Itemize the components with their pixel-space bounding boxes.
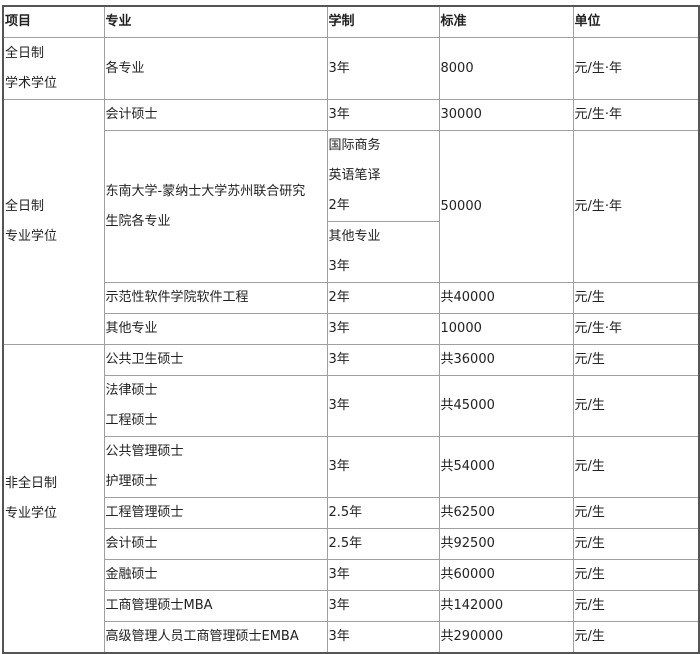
major-line: 东南大学-蒙纳士大学苏州联合研究 [105,183,306,199]
years-cell: 2.5年 [326,528,440,560]
unit-cell: 元/生 [572,559,700,591]
fee-cell: 10000 [438,313,574,345]
unit-cell: 元/生 [572,282,700,314]
table-row: 工商管理硕士MBA 3年 共142000 元/生 [3,590,700,622]
years-cell: 3年 [326,344,440,376]
fee-cell: 共54000 [438,436,574,498]
table-row: 公共管理硕士 护理硕士 3年 共54000 元/生 [3,436,700,498]
years-line: 其他专业 [328,229,381,244]
major-cell: 其他专业 [103,313,328,345]
table-row: 其他专业 3年 [3,221,699,283]
group-cell: 非全日制 专业学位 [2,344,105,654]
major-line: 公共管理硕士 [105,444,184,459]
years-line: 3年 [328,259,350,274]
header-category: 项目 [2,5,105,38]
header-major: 专业 [103,5,328,38]
table-row: 高级管理人员工商管理硕士EMBA 3年 共290000 元/生 [3,621,700,654]
years-cell: 国际商务英语笔译 2年 [326,130,440,222]
fee-cell: 共40000 [438,282,574,314]
table-row: 东南大学-蒙纳士大学苏州联合研究 生院各专业 国际商务英语笔译 2年 50000 元… [3,130,700,283]
major-cell: 金融硕士 [103,559,328,591]
years-cell: 3年 [326,621,440,654]
major-cell: 示范性软件学院软件工程 [103,282,328,314]
header-row: 项目 专业 学制 标准 单位 [2,5,700,38]
unit-cell: 元/生·年 [572,37,700,100]
major-line: 护理硕士 [105,474,158,489]
years-line: 国际商务 [328,138,381,153]
table-row: 会计硕士 2.5年 共92500 元/生 [3,528,700,560]
fee-cell: 共92500 [438,528,574,560]
group-line: 专业学位 [5,505,58,521]
fee-cell: 共60000 [438,559,574,591]
unit-cell: 元/生·年 [572,130,700,283]
table-row: 其他专业 3年 10000 元/生·年 [3,313,700,345]
years-cell: 3年 [326,436,440,498]
fee-cell: 共290000 [438,621,574,654]
unit-cell: 元/生 [572,436,700,498]
major-cell: 公共卫生硕士 [103,344,328,376]
major-cell: 会计硕士 [103,528,328,560]
major-cell: 公共管理硕士 护理硕士 [103,436,328,498]
unit-cell: 元/生 [572,497,700,529]
unit-cell: 元/生 [572,344,700,376]
table-row: 全日制学术学位 各专业 3年 8000 元/生·年 [2,37,700,100]
unit-cell: 元/生 [572,375,700,437]
fee-cell: 8000 [438,37,574,100]
table-row: 金融硕士 3年 共60000 元/生 [3,559,700,591]
fee-cell: 共45000 [438,375,574,437]
header-years: 学制 [326,5,440,38]
years-cell: 3年 [326,590,440,622]
years-line: 2年 [328,198,350,213]
years-cell: 3年 [326,99,440,131]
table-row: 法律硕士工程硕士 3年 共45000 元/生 [3,375,700,437]
header-unit: 单位 [572,5,700,38]
group-line: 学术学位 [5,75,58,91]
years-cell: 3年 [326,559,440,591]
major-line: 法律硕士 [105,383,158,398]
fee-cell: 共36000 [438,344,574,376]
major-cell: 高级管理人员工商管理硕士EMBA [103,621,328,654]
major-cell: 各专业 [103,37,328,100]
fee-cell: 30000 [438,99,574,131]
years-cell: 2年 [326,282,440,314]
group-line: 全日制 [5,45,45,61]
table-row: 工程管理硕士 2.5年 共62500 元/生 [3,497,700,529]
years-cell: 3年 [326,37,440,100]
fee-cell: 50000 [438,130,574,283]
major-line: 工程硕士 [105,413,158,428]
fee-cell: 共62500 [438,497,574,529]
unit-cell: 元/生·年 [572,313,700,345]
unit-cell: 元/生 [572,590,700,622]
years-line: 英语笔译 [328,168,381,183]
table-row: 全日制专业学位 会计硕士 3年 30000 元/生·年 [2,99,700,345]
years-cell: 2.5年 [326,497,440,529]
table-row: 示范性软件学院软件工程 2年 共40000 元/生 [3,282,700,314]
group-cell: 全日制 专业学位 [2,99,105,345]
tuition-table: 项目 专业 学制 标准 单位 全日制 学术学位 各专业 3年 8000 元/生·年… [2,5,700,654]
fee-cell: 共142000 [438,590,574,622]
header-fee: 标准 [438,5,574,38]
major-cell: 工商管理硕士MBA [103,590,328,622]
years-cell: 3年 [326,375,440,437]
years-cell: 其他专业 3年 [326,221,440,283]
group-line: 非全日制 [5,475,58,491]
unit-cell: 元/生·年 [572,99,700,131]
table-row: 非全日制专业学位 公共卫生硕士 3年 共36000 元/生 [2,344,700,654]
group-line: 专业学位 [5,229,58,244]
major-cell: 法律硕士 工程硕士 [103,375,328,437]
unit-cell: 元/生 [572,621,700,654]
group-line: 全日制 [5,199,45,214]
group-cell: 全日制 学术学位 [2,37,105,100]
major-cell: 东南大学-蒙纳士大学苏州联合研究 生院各专业 [103,130,328,283]
major-cell: 工程管理硕士 [103,497,328,529]
major-cell: 会计硕士 [103,99,328,131]
major-line: 生院各专业 [105,213,171,229]
unit-cell: 元/生 [572,528,700,560]
years-cell: 3年 [326,313,440,345]
